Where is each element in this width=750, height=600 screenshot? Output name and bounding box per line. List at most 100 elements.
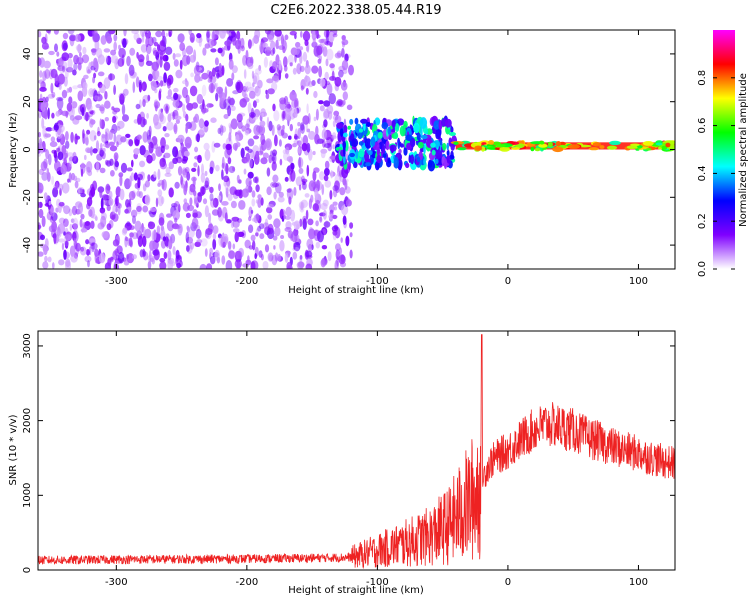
heatmap-cell xyxy=(95,140,100,152)
heatmap-cell xyxy=(161,179,165,190)
heatmap-cell xyxy=(300,31,303,38)
heatmap-cell xyxy=(257,125,264,136)
heatmap-cell xyxy=(315,220,319,227)
heatmap-cell xyxy=(266,206,273,214)
heatmap-cell xyxy=(80,228,88,233)
heatmap-cell xyxy=(101,231,109,239)
heatmap-cell xyxy=(311,80,316,86)
heatmap-cell xyxy=(256,125,263,133)
heatmap-cell xyxy=(282,110,286,119)
heatmap-cell xyxy=(334,52,342,59)
heatmap-cell xyxy=(234,259,242,269)
heatmap-cell xyxy=(123,30,127,37)
heatmap-cell xyxy=(296,63,302,75)
heatmap-cell xyxy=(97,71,105,77)
heatmap-cell xyxy=(329,204,335,213)
heatmap-cell xyxy=(238,200,246,210)
heatmap-cell xyxy=(223,162,227,172)
heatmap-cell xyxy=(163,152,171,159)
heatmap-cell xyxy=(197,165,200,177)
heatmap-cell xyxy=(147,94,151,102)
heatmap-cell xyxy=(58,183,64,191)
heatmap-cell xyxy=(112,239,120,247)
heatmap-cell xyxy=(163,72,168,84)
heatmap-cell xyxy=(209,247,214,255)
heatmap-cell xyxy=(334,206,337,211)
heatmap-cell xyxy=(360,118,368,124)
heatmap-cell xyxy=(262,152,269,159)
heatmap-cell xyxy=(235,39,242,50)
heatmap-cell xyxy=(215,82,219,89)
heatmap-cell xyxy=(167,89,173,98)
heatmap-cell xyxy=(419,117,428,129)
heatmap-cell xyxy=(55,110,61,117)
heatmap-cell xyxy=(179,42,186,52)
heatmap-cell xyxy=(159,112,164,123)
heatmap-cell xyxy=(322,46,328,57)
heatmap-cell xyxy=(60,60,68,71)
heatmap-cell xyxy=(84,221,90,226)
heatmap-cell xyxy=(345,199,352,207)
heatmap-cell xyxy=(331,225,339,232)
heatmap-cell xyxy=(115,186,122,198)
heatmap-cell xyxy=(427,160,436,172)
heatmap-cell xyxy=(398,148,402,154)
colorbar-tick-label: 0.8 xyxy=(697,70,708,86)
heatmap-cell xyxy=(45,96,49,103)
heatmap-cell xyxy=(113,152,119,161)
heatmap-cell xyxy=(115,195,119,207)
heatmap-cell xyxy=(284,252,289,263)
heatmap-cell xyxy=(159,80,164,87)
heatmap-cell xyxy=(166,121,174,131)
heatmap-cell xyxy=(148,73,153,82)
heatmap-cell xyxy=(363,122,366,131)
heatmap-cell xyxy=(56,97,64,110)
heatmap-cell xyxy=(86,166,91,175)
heatmap-cell xyxy=(306,142,311,153)
heatmap-cell xyxy=(235,134,240,143)
heatmap-cell xyxy=(181,167,187,176)
heatmap-cell xyxy=(222,143,227,150)
heatmap-cell xyxy=(76,57,84,65)
heatmap-cell xyxy=(117,203,122,209)
heatmap-cell xyxy=(157,182,161,187)
heatmap-cell xyxy=(132,81,136,94)
heatmap-cell xyxy=(308,180,316,192)
heatmap-cell xyxy=(250,261,256,269)
heatmap-cell xyxy=(58,259,65,266)
heatmap-cell xyxy=(268,154,273,164)
heatmap-cell xyxy=(113,159,119,171)
heatmap-cell xyxy=(599,145,605,149)
heatmap-cell xyxy=(38,111,42,119)
heatmap-cell xyxy=(73,175,78,181)
heatmap-cell xyxy=(158,108,164,120)
heatmap-cell xyxy=(254,68,262,75)
heatmap-cell xyxy=(294,108,298,118)
heatmap-cell xyxy=(210,198,216,208)
heatmap-cell xyxy=(305,45,309,52)
heatmap-cell xyxy=(70,254,78,263)
heatmap-cell xyxy=(137,235,143,248)
heatmap-cell xyxy=(216,72,220,79)
heatmap-cell xyxy=(271,156,275,162)
heatmap-cell xyxy=(182,80,188,85)
heatmap-cell xyxy=(50,206,55,217)
heatmap-cell xyxy=(321,245,328,250)
heatmap-cell xyxy=(195,61,200,72)
heatmap-cell xyxy=(284,176,289,182)
heatmap-cell xyxy=(165,32,168,37)
heatmap-cell xyxy=(351,138,359,148)
heatmap-cell xyxy=(302,30,311,42)
heatmap-cell xyxy=(175,69,183,79)
heatmap-cell xyxy=(253,176,258,183)
heatmap-cell xyxy=(74,34,81,42)
heatmap-cell xyxy=(342,99,346,106)
heatmap-cell xyxy=(248,216,252,222)
heatmap-cell xyxy=(259,145,264,155)
heatmap-cell xyxy=(376,155,382,164)
heatmap-cell xyxy=(262,42,268,48)
heatmap-cell xyxy=(268,120,273,132)
heatmap-cell xyxy=(186,171,191,181)
heatmap-cell xyxy=(252,100,257,108)
heatmap-cell xyxy=(39,86,47,92)
